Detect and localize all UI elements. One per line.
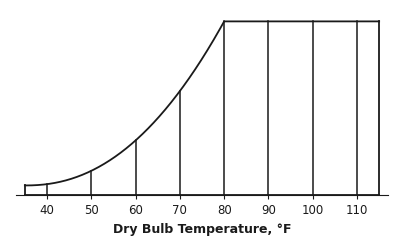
X-axis label: Dry Bulb Temperature, °F: Dry Bulb Temperature, °F [113,222,291,235]
